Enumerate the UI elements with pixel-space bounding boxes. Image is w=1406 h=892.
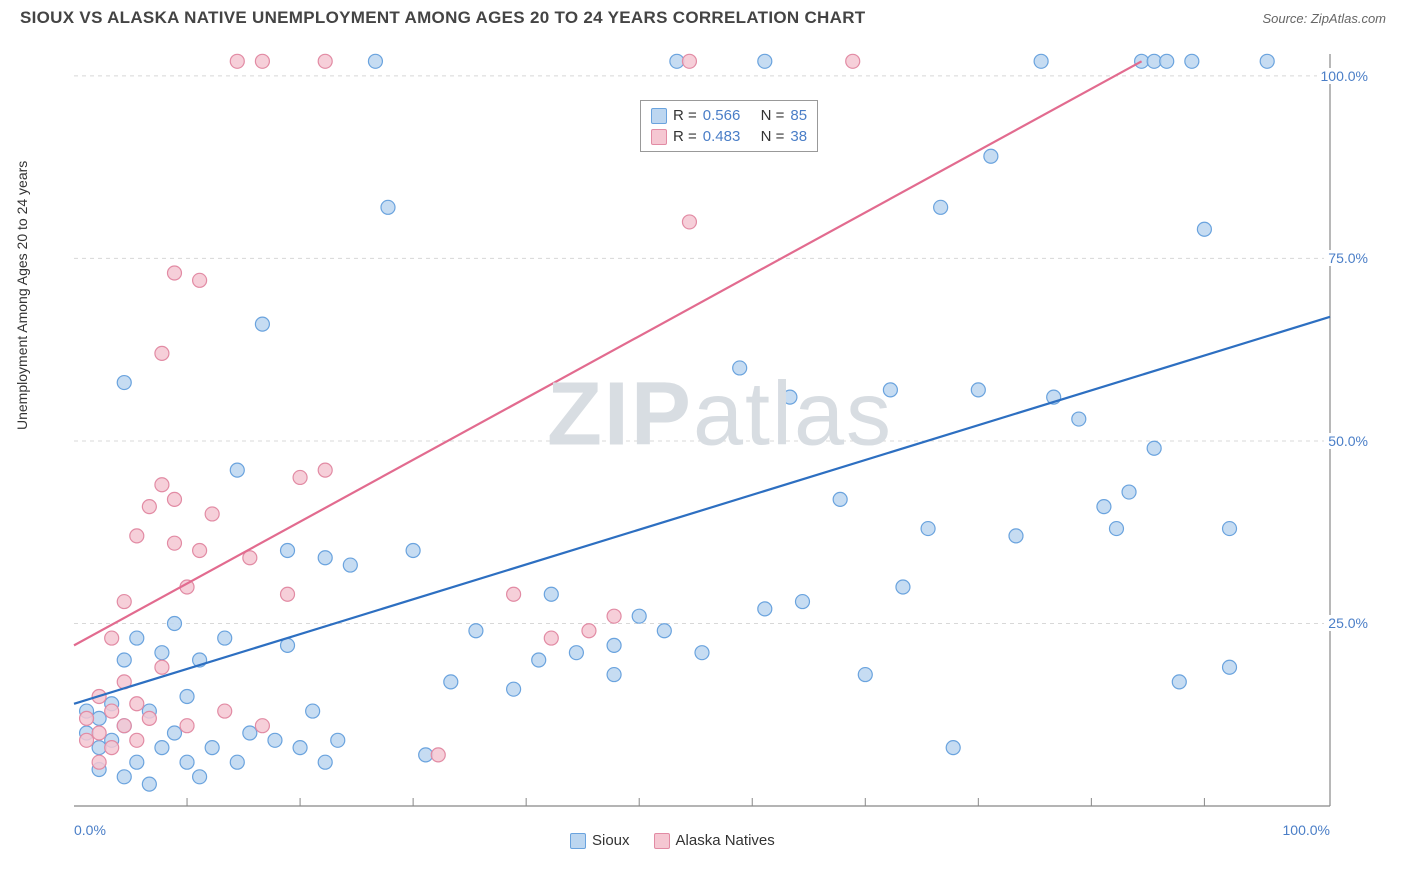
n-label: N = — [761, 128, 785, 145]
n-value-alaska: 38 — [790, 128, 807, 145]
y-axis-label: Unemployment Among Ages 20 to 24 years — [14, 161, 30, 430]
r-label: R = — [673, 128, 697, 145]
r-label: R = — [673, 107, 697, 124]
n-label: N = — [761, 107, 785, 124]
header: SIOUX VS ALASKA NATIVE UNEMPLOYMENT AMON… — [0, 0, 1406, 28]
r-value-sioux: 0.566 — [703, 107, 741, 124]
x-tick-label: 100.0% — [1283, 822, 1330, 838]
y-tick-label: 75.0% — [1324, 250, 1372, 266]
chart-area: ZIPatlas R = 0.566 N = 85 R = 0.483 N = … — [70, 50, 1370, 810]
y-tick-label: 100.0% — [1317, 68, 1372, 84]
stats-row-alaska: R = 0.483 N = 38 — [651, 126, 807, 147]
legend-label: Sioux — [592, 832, 630, 849]
legend-item: Alaska Natives — [654, 832, 775, 849]
r-value-alaska: 0.483 — [703, 128, 741, 145]
chart-title: SIOUX VS ALASKA NATIVE UNEMPLOYMENT AMON… — [20, 8, 865, 28]
swatch-alaska — [651, 129, 667, 145]
legend-label: Alaska Natives — [676, 832, 775, 849]
source-label: Source: ZipAtlas.com — [1262, 11, 1386, 26]
y-tick-label: 50.0% — [1324, 433, 1372, 449]
swatch-sioux — [651, 108, 667, 124]
y-tick-label: 25.0% — [1324, 615, 1372, 631]
stats-row-sioux: R = 0.566 N = 85 — [651, 105, 807, 126]
legend-swatch — [570, 833, 586, 849]
legend-item: Sioux — [570, 832, 630, 849]
stats-legend: R = 0.566 N = 85 R = 0.483 N = 38 — [640, 100, 818, 152]
n-value-sioux: 85 — [790, 107, 807, 124]
scatter-plot — [70, 50, 1370, 810]
legend-swatch — [654, 833, 670, 849]
x-tick-label: 0.0% — [74, 822, 106, 838]
series-legend: Sioux Alaska Natives — [570, 832, 775, 849]
